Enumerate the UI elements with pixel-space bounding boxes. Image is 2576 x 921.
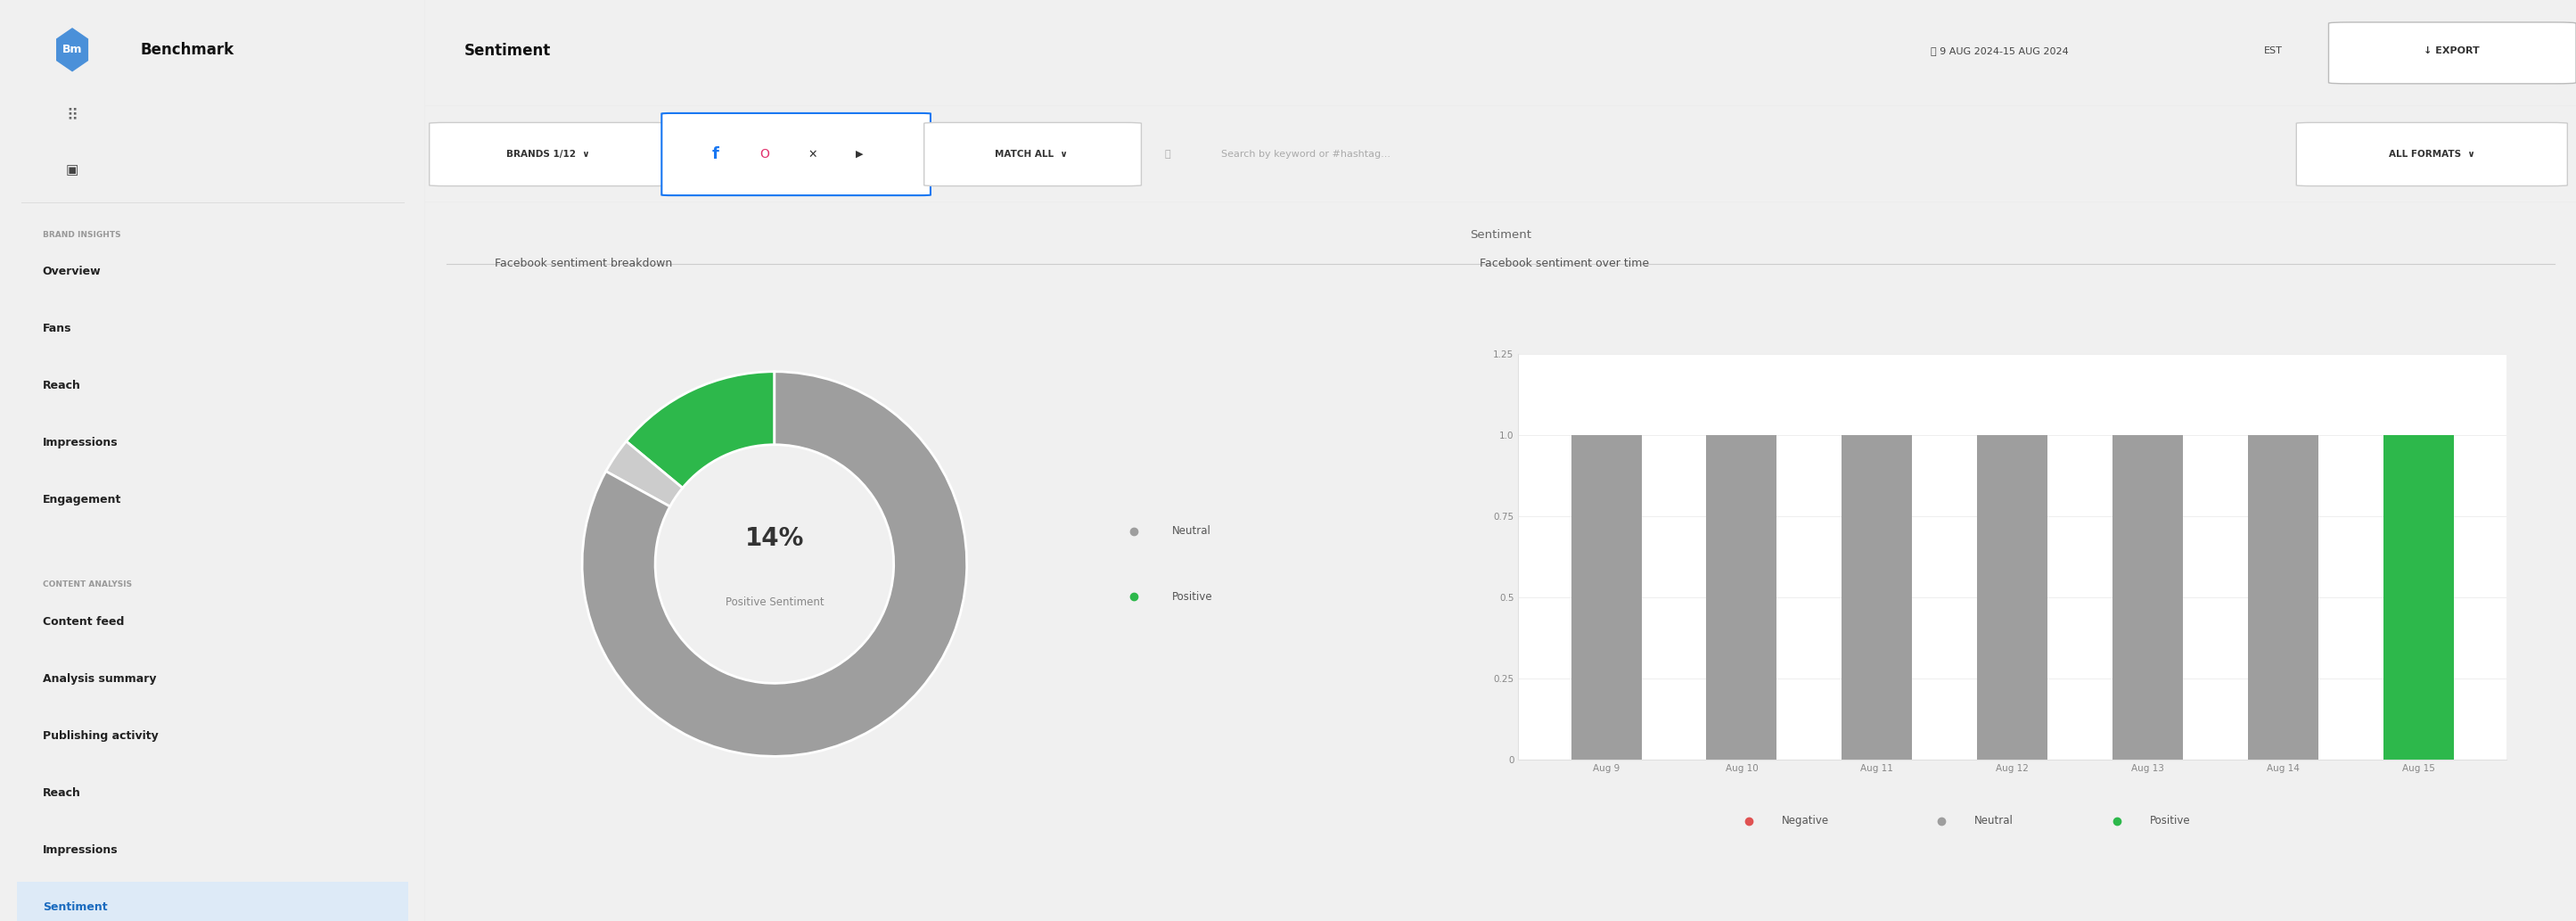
- Text: ▣: ▣: [67, 164, 80, 177]
- Bar: [1705, 436, 1777, 760]
- FancyBboxPatch shape: [430, 122, 667, 186]
- FancyBboxPatch shape: [18, 881, 407, 921]
- Text: Reach: Reach: [41, 380, 80, 391]
- Bar: [1571, 436, 1641, 760]
- Text: BRAND INSIGHTS: BRAND INSIGHTS: [41, 231, 121, 239]
- Bar: [1978, 436, 2048, 760]
- Text: Ο: Ο: [760, 148, 770, 160]
- Text: Neutral: Neutral: [1973, 815, 2012, 827]
- Wedge shape: [582, 371, 966, 756]
- Text: Sentiment: Sentiment: [464, 42, 551, 59]
- Text: Bm: Bm: [62, 44, 82, 55]
- Bar: [2112, 436, 2182, 760]
- Text: BRANDS 1/12  ∨: BRANDS 1/12 ∨: [505, 150, 590, 158]
- Text: Content feed: Content feed: [41, 616, 124, 627]
- Text: Impressions: Impressions: [41, 845, 118, 856]
- Text: 14%: 14%: [744, 527, 804, 552]
- Text: ⠿: ⠿: [67, 107, 77, 123]
- Text: ✕: ✕: [806, 148, 817, 160]
- Text: Sentiment: Sentiment: [1471, 229, 1530, 240]
- Text: Sentiment: Sentiment: [41, 902, 108, 913]
- Text: MATCH ALL  ∨: MATCH ALL ∨: [994, 150, 1069, 158]
- Text: Positive: Positive: [1172, 591, 1213, 602]
- Text: Search by keyword or #hashtag...: Search by keyword or #hashtag...: [1221, 150, 1391, 158]
- Text: Neutral: Neutral: [1172, 526, 1211, 537]
- Text: Negative: Negative: [1783, 815, 1829, 827]
- Text: Publishing activity: Publishing activity: [41, 730, 157, 741]
- Text: ALL FORMATS  ∨: ALL FORMATS ∨: [2388, 150, 2476, 158]
- Text: ↓ EXPORT: ↓ EXPORT: [2424, 46, 2478, 55]
- Text: Reach: Reach: [41, 787, 80, 799]
- Wedge shape: [626, 371, 775, 488]
- Text: f: f: [711, 146, 719, 162]
- Text: Benchmark: Benchmark: [139, 41, 234, 58]
- FancyBboxPatch shape: [2295, 122, 2568, 186]
- FancyBboxPatch shape: [662, 113, 930, 195]
- Text: ▶: ▶: [855, 150, 863, 158]
- Text: EST: EST: [2264, 46, 2282, 55]
- FancyBboxPatch shape: [925, 122, 1141, 186]
- Bar: [1842, 436, 1911, 760]
- Bar: [2249, 436, 2318, 760]
- Text: Overview: Overview: [41, 266, 100, 277]
- Text: Facebook sentiment breakdown: Facebook sentiment breakdown: [495, 257, 672, 269]
- Text: Engagement: Engagement: [41, 495, 121, 506]
- Text: Fans: Fans: [41, 323, 72, 334]
- Text: 📅 9 AUG 2024-15 AUG 2024: 📅 9 AUG 2024-15 AUG 2024: [1932, 46, 2069, 55]
- Wedge shape: [605, 441, 683, 507]
- Text: Positive: Positive: [2151, 815, 2190, 827]
- Text: Facebook sentiment over time: Facebook sentiment over time: [1479, 257, 1649, 269]
- Polygon shape: [57, 29, 88, 71]
- Bar: [2383, 436, 2455, 760]
- Text: Analysis summary: Analysis summary: [41, 673, 157, 684]
- Text: Impressions: Impressions: [41, 437, 118, 449]
- Text: CONTENT ANALYSIS: CONTENT ANALYSIS: [41, 581, 131, 589]
- Text: 🔍: 🔍: [1164, 150, 1170, 158]
- FancyBboxPatch shape: [2329, 22, 2576, 84]
- Text: Positive Sentiment: Positive Sentiment: [726, 597, 824, 608]
